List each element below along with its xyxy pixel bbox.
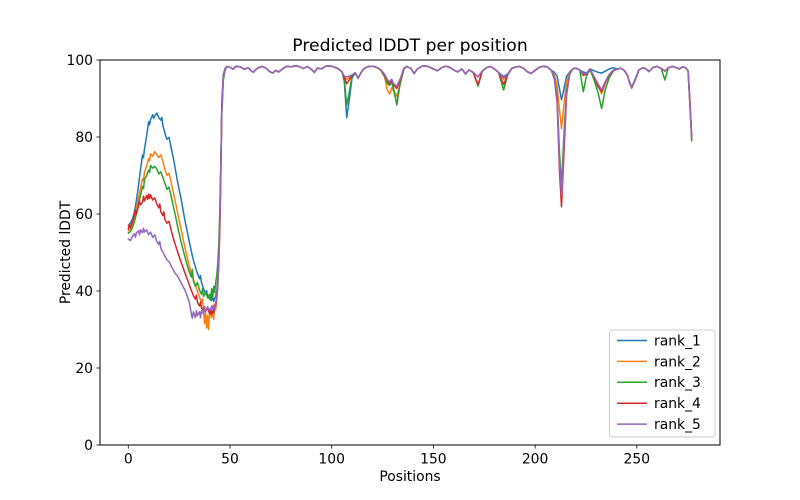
legend-label: rank_5 — [654, 417, 701, 433]
legend-entry-rank_2: rank_2 — [617, 354, 701, 370]
x-tick-label: 0 — [124, 452, 133, 468]
axis-ticks: 0 50 100 150 200 250 0 20 40 60 80 100 — [66, 53, 650, 468]
series-lines — [127, 65, 693, 331]
axes-spines — [99, 59, 721, 446]
legend-label: rank_4 — [654, 396, 701, 412]
x-tick-label: 100 — [318, 452, 345, 468]
legend-entry-rank_5: rank_5 — [617, 417, 701, 433]
x-tick-label: 250 — [624, 452, 651, 468]
y-tick-label: 40 — [75, 284, 93, 300]
legend-label: rank_1 — [654, 333, 701, 349]
y-tick-label: 60 — [75, 207, 93, 223]
series-line-rank_5 — [127, 65, 693, 320]
chart-title: Predicted lDDT per position — [292, 36, 527, 56]
y-tick-label: 20 — [75, 361, 93, 377]
y-axis-label: Predicted lDDT — [58, 200, 74, 304]
y-tick-label: 80 — [75, 130, 93, 146]
legend-label: rank_3 — [654, 375, 701, 391]
x-tick-label: 200 — [522, 452, 549, 468]
legend-entry-rank_1: rank_1 — [617, 333, 701, 349]
legend-entry-rank_3: rank_3 — [617, 375, 701, 391]
x-tick-label: 150 — [420, 452, 447, 468]
legend-box — [609, 329, 716, 438]
legend-entry-rank_4: rank_4 — [617, 396, 701, 412]
series-line-rank_4 — [127, 65, 693, 316]
x-axis-label: Positions — [379, 469, 440, 485]
y-tick-label: 0 — [84, 438, 93, 454]
y-tick-label: 100 — [66, 53, 93, 69]
legend-label: rank_2 — [654, 354, 701, 370]
legend: rank_1 rank_2 rank_3 rank_4 rank_5 — [609, 329, 716, 438]
x-tick-label: 50 — [221, 452, 239, 468]
